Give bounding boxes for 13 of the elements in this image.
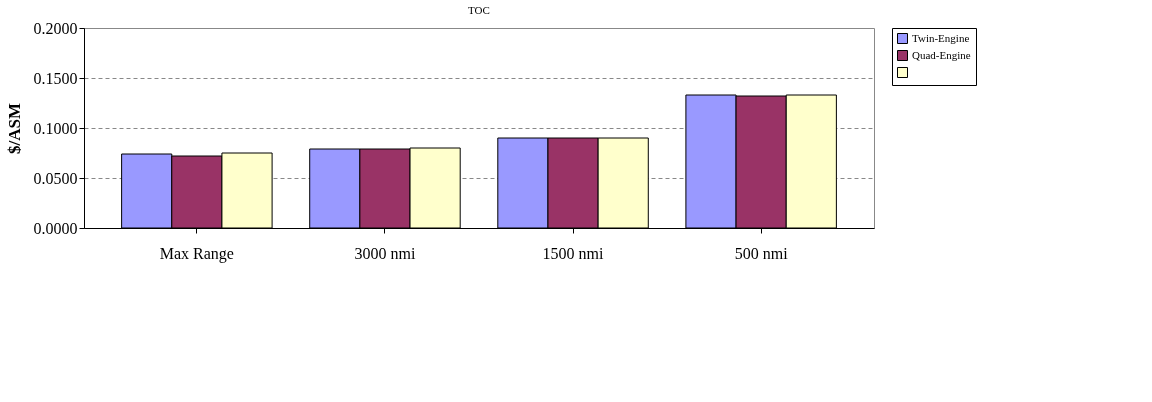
legend-label: Twin-Engine <box>912 31 970 44</box>
y-tick-label: 0.1000 <box>33 119 78 137</box>
legend-label: Quad-Engine <box>912 48 971 61</box>
y-axis-title: $/ASM <box>4 103 24 154</box>
x-tick-label: 500 nmi <box>734 244 789 262</box>
x-tick-label: Max Range <box>159 244 234 263</box>
y-tick-label: 0.2000 <box>33 19 78 37</box>
y-tick-label: 0.0000 <box>33 219 78 237</box>
x-tick-label: 1500 nmi <box>542 244 605 262</box>
x-tick-label: 3000 nmi <box>354 244 416 262</box>
chart-title: TOC <box>468 4 490 16</box>
y-tick-label: 0.1500 <box>33 69 78 87</box>
y-tick-label: 0.0500 <box>33 169 78 187</box>
